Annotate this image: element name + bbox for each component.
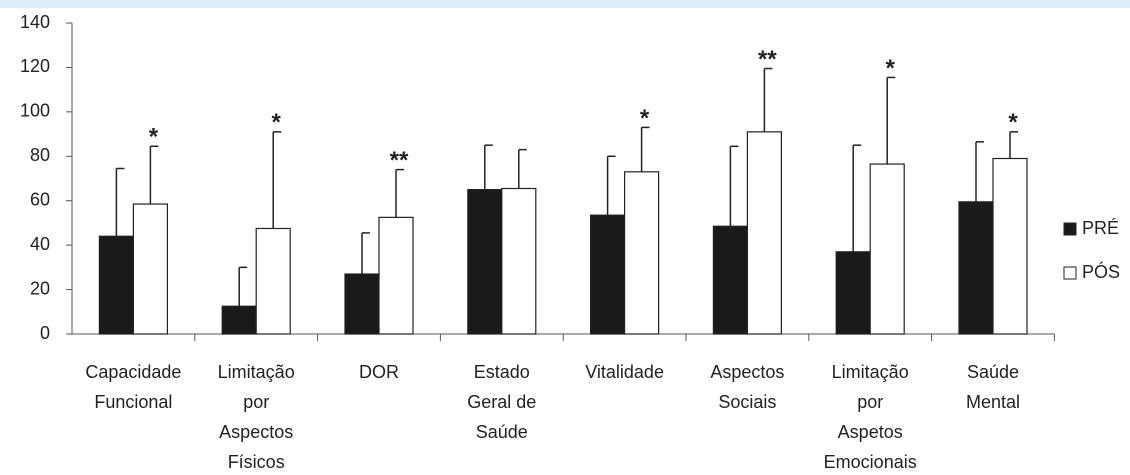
bar	[746, 131, 783, 335]
bar	[958, 201, 994, 335]
x-tick-label: Mental	[966, 392, 1020, 412]
bar	[712, 225, 749, 335]
significance-label: *	[1008, 109, 1018, 136]
x-tick-label: Emocionais	[824, 452, 917, 472]
x-tick-label: por	[243, 392, 269, 412]
x-tick-label: Saúde	[967, 362, 1019, 382]
x-tick-label: Geral de	[467, 392, 536, 412]
x-tick-label: por	[857, 392, 883, 412]
x-tick-label: Aspetos	[838, 422, 903, 442]
x-tick-label: Estado	[474, 362, 530, 382]
bar	[835, 251, 871, 335]
significance-label: *	[272, 109, 282, 136]
significance-label: **	[390, 147, 409, 174]
significance-label: *	[886, 55, 896, 82]
legend-label: PRÉ	[1082, 218, 1119, 238]
x-tick-label: Saúde	[476, 422, 528, 442]
bar	[623, 171, 660, 335]
x-tick-label: Limitação	[832, 362, 909, 382]
bar	[467, 189, 503, 335]
y-tick-label: 120	[20, 56, 50, 76]
bar	[344, 273, 380, 335]
x-tick-label: Físicos	[228, 452, 285, 472]
x-tick-label: Sociais	[718, 392, 776, 412]
x-tick-label: Capacidade	[85, 362, 181, 382]
significance-label: *	[149, 124, 159, 151]
x-tick-label: Funcional	[94, 392, 172, 412]
legend-label: PÓS	[1082, 261, 1120, 282]
bar	[501, 187, 537, 335]
top-strip	[0, 0, 1130, 8]
bar	[255, 227, 291, 335]
y-tick-label: 40	[30, 234, 50, 254]
bar	[98, 235, 135, 335]
x-tick-label: DOR	[359, 362, 399, 382]
significance-label: *	[640, 105, 650, 132]
y-tick-label: 0	[40, 323, 50, 343]
x-tick-label: Aspectos	[710, 362, 784, 382]
x-tick-label: Vitalidade	[585, 362, 664, 382]
y-tick-label: 60	[30, 189, 50, 209]
y-tick-label: 140	[20, 12, 50, 32]
y-tick-label: 100	[20, 101, 50, 121]
x-tick-label: Aspectos	[219, 422, 293, 442]
bar	[378, 216, 414, 335]
bar	[992, 157, 1028, 335]
x-tick-label: Limitação	[218, 362, 295, 382]
y-tick-label: 80	[30, 145, 50, 165]
bar	[589, 214, 626, 335]
legend-swatch	[1063, 222, 1077, 236]
bar	[221, 305, 257, 335]
bar	[869, 163, 905, 335]
legend-swatch	[1063, 266, 1077, 280]
bar	[132, 203, 168, 335]
significance-label: **	[758, 46, 777, 73]
y-tick-label: 20	[30, 278, 50, 298]
